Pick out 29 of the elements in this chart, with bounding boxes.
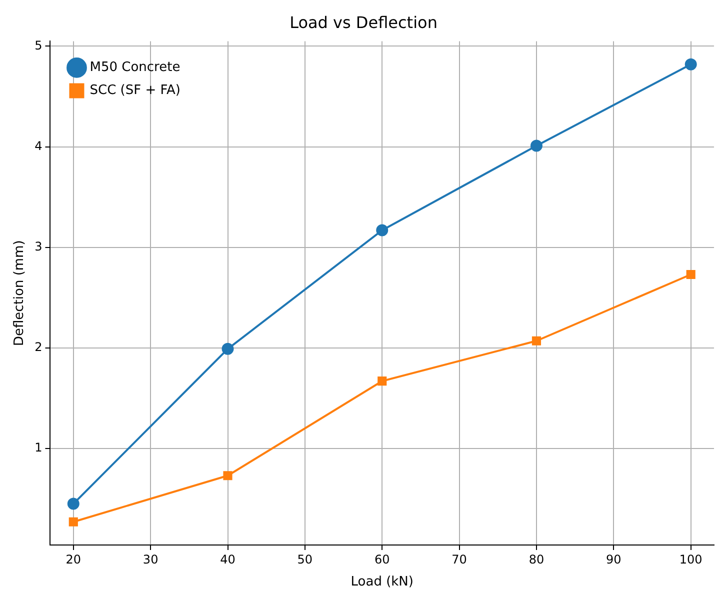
x-tick-label: 60	[374, 552, 390, 566]
point	[378, 376, 387, 386]
point	[223, 471, 232, 480]
point	[684, 58, 697, 70]
y-axis-title: Deflection (mm)	[12, 240, 28, 346]
point	[68, 517, 78, 526]
x-tick-label: 20	[66, 552, 82, 566]
y-tick-label: 3	[34, 239, 42, 254]
x-tick-label: 50	[297, 552, 313, 566]
x-tick-label: 100	[679, 552, 702, 566]
y-tick-label: 1	[34, 440, 42, 455]
legend-label: M50 Concrete	[90, 60, 180, 76]
point	[530, 140, 542, 152]
legend-label: SCC (SF + FA)	[90, 83, 180, 98]
point	[222, 342, 234, 355]
x-tick-label: 40	[220, 552, 236, 566]
y-tick-label: 5	[34, 38, 42, 52]
y-tick-label: 4	[34, 138, 42, 153]
x-tick-label: 30	[142, 552, 158, 566]
point	[376, 224, 388, 236]
x-tick-label: 70	[452, 552, 467, 566]
chart-title: Load vs Deflection	[290, 12, 438, 32]
x-axis-title: Load (kN)	[350, 574, 414, 590]
x-tick-label: 80	[528, 552, 544, 566]
y-tick-label: 2	[34, 340, 42, 354]
x-tick-label: 90	[606, 552, 622, 566]
point	[532, 336, 542, 346]
point	[67, 498, 80, 510]
point	[686, 270, 696, 280]
